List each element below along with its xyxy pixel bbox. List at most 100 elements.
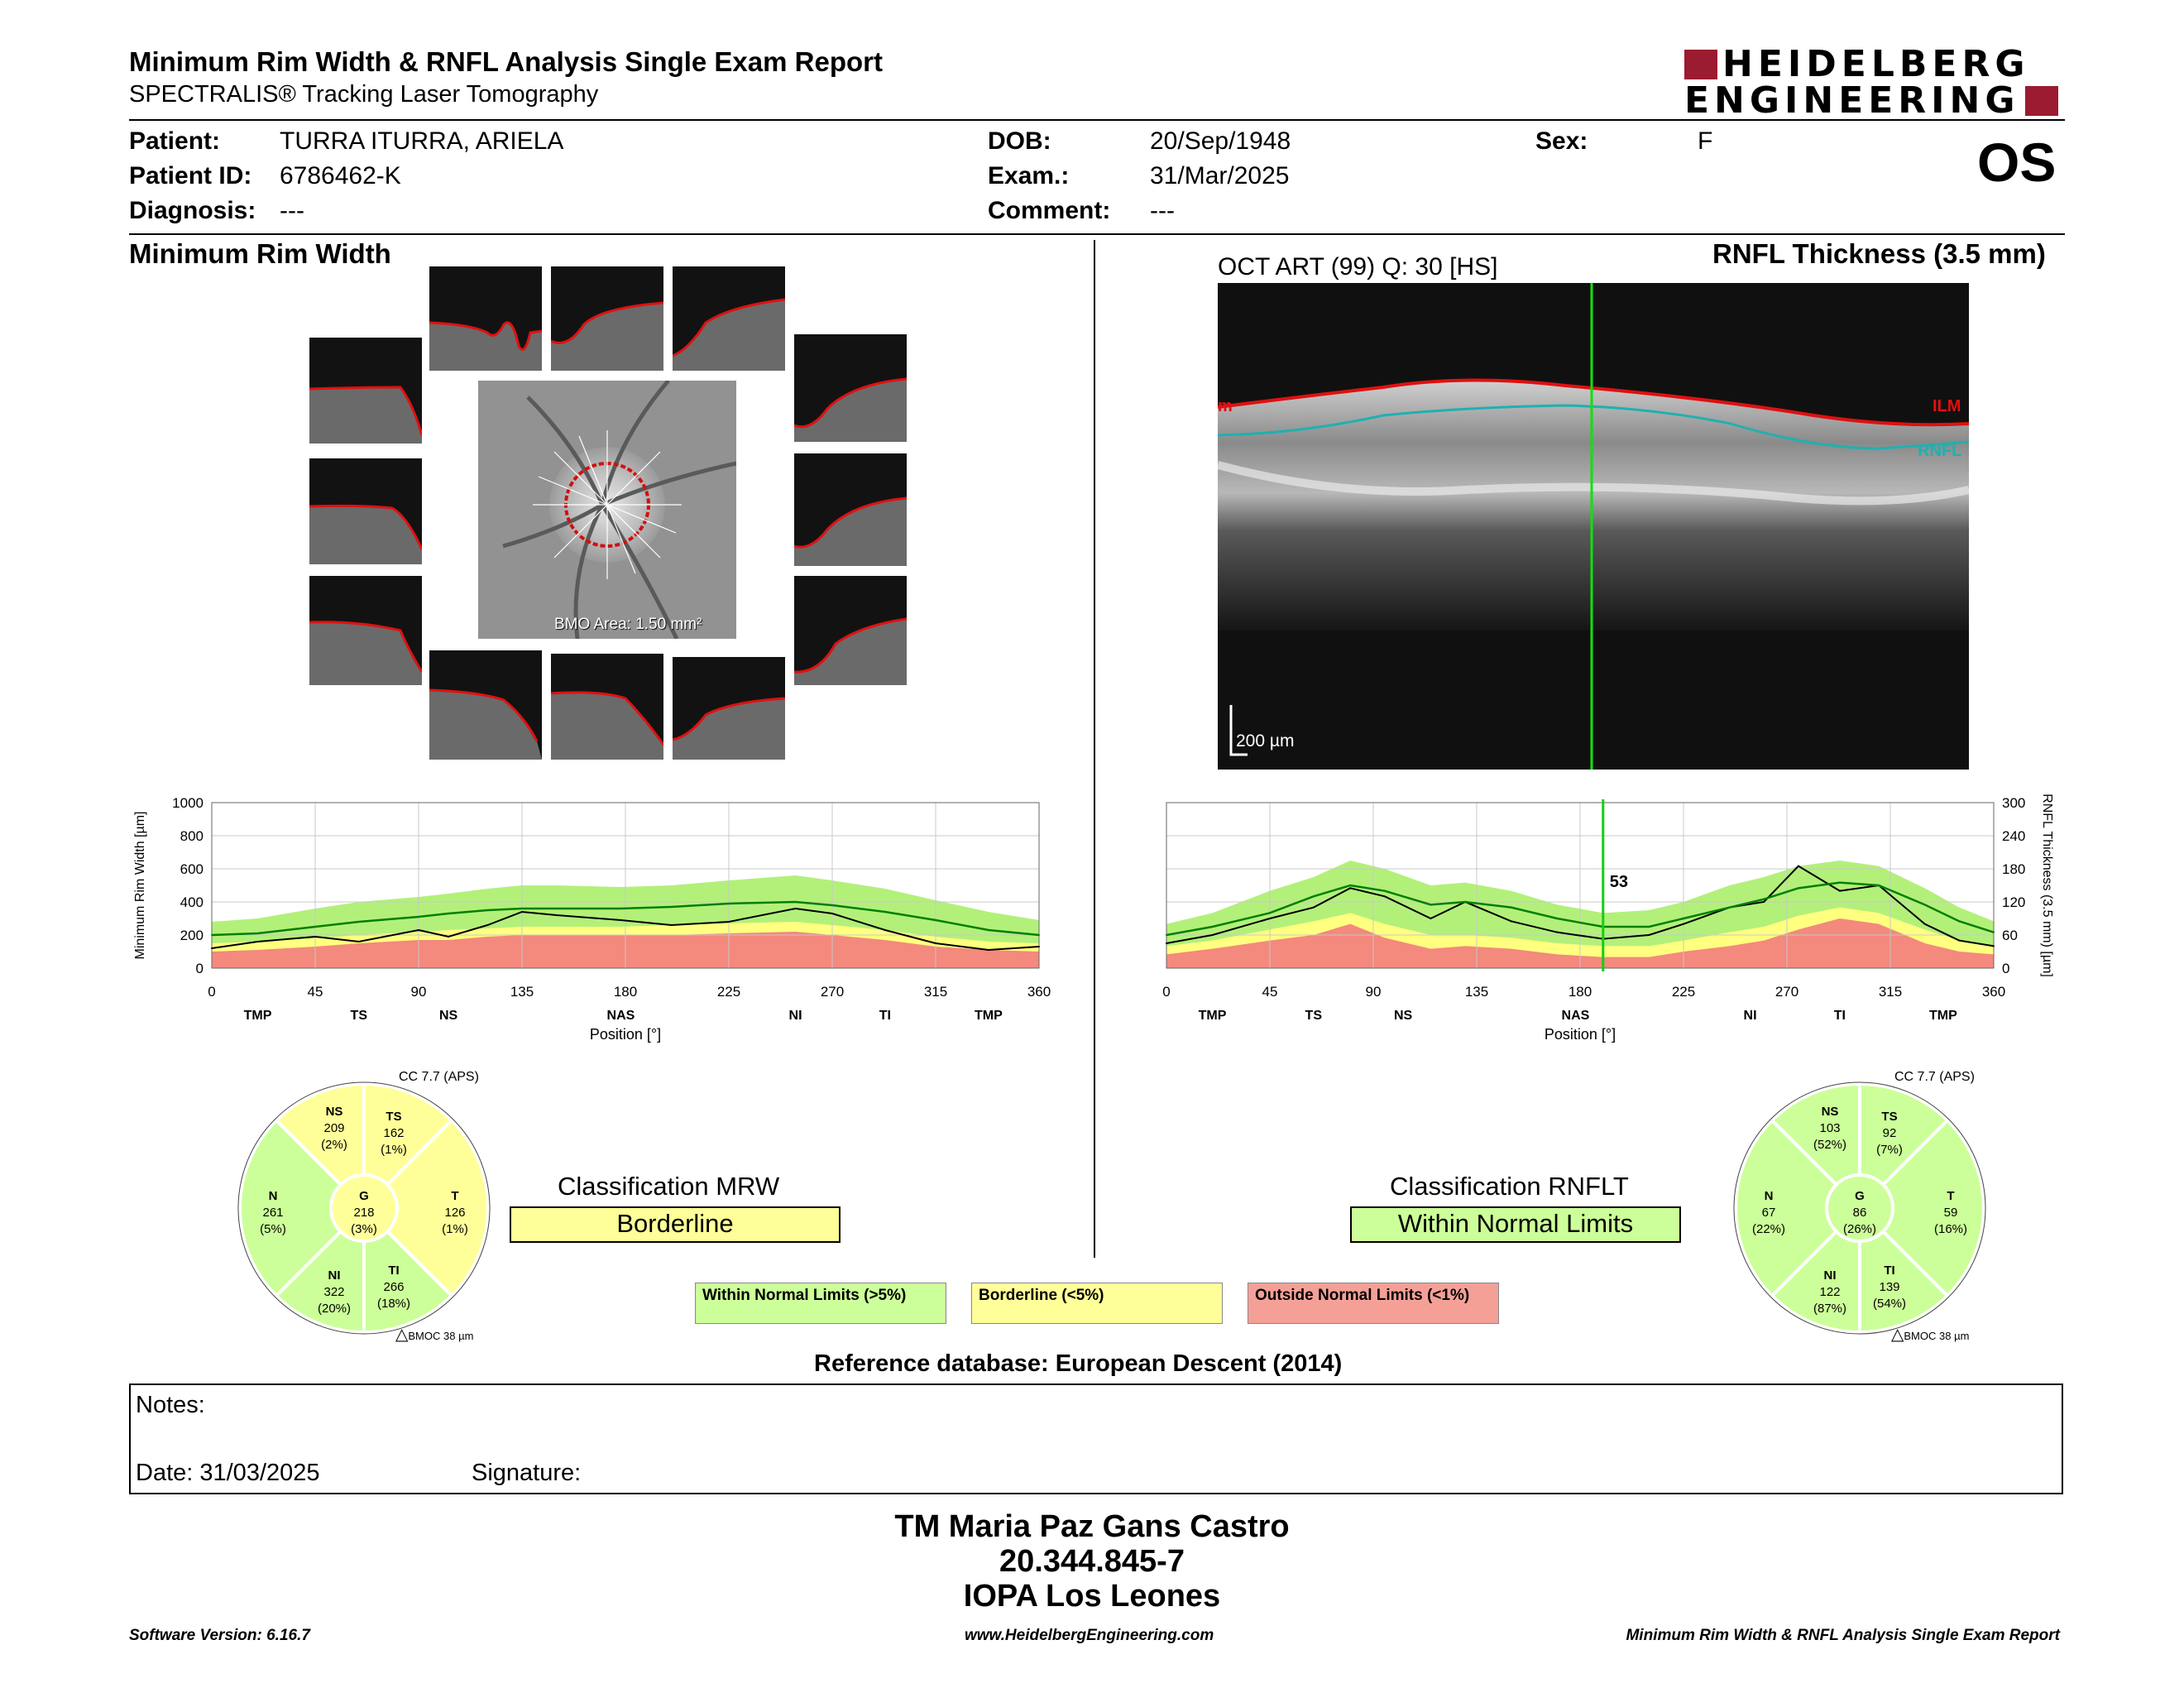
sector-pct-ts: (7%) xyxy=(1876,1143,1903,1157)
sector-value-ts: 92 xyxy=(1883,1126,1897,1140)
chart-x-tick: 270 xyxy=(1775,984,1798,1000)
chart-point xyxy=(1430,918,1432,919)
rnfl-chart: 53 0 45 90 135 180 225 270 315 360 TMP TS NS NAS NI TI T… xyxy=(1162,794,2054,1043)
sector-label-n: N xyxy=(269,1189,278,1203)
sector-value-ns: 103 xyxy=(1819,1121,1840,1135)
bscan-thumb[interactable] xyxy=(673,266,785,371)
fundus-image[interactable]: BMO Area: 1.50 mm² xyxy=(478,381,736,639)
exam-value: 31/Mar/2025 xyxy=(1150,162,1290,189)
bscan-thumb[interactable] xyxy=(551,654,663,760)
chart-x-tick: 180 xyxy=(614,984,637,1000)
chart-point xyxy=(1510,920,1512,923)
chart-point xyxy=(1349,887,1352,890)
chart-point xyxy=(1838,890,1841,892)
chart-y-tick: 240 xyxy=(2002,828,2025,844)
chart-point xyxy=(794,901,797,903)
chart-point xyxy=(1038,934,1040,936)
bscan-thumb[interactable] xyxy=(309,576,422,685)
bscan-thumb[interactable] xyxy=(309,458,422,564)
chart-point xyxy=(211,934,213,936)
chart-point xyxy=(1312,895,1315,898)
chart-point xyxy=(357,941,360,942)
sector-g xyxy=(1825,1173,1894,1243)
chart-x-tick: 270 xyxy=(821,984,844,1000)
bscan-thumb[interactable] xyxy=(794,576,907,685)
chart-point xyxy=(1312,906,1315,909)
chart-point xyxy=(670,906,673,908)
chart-sector-label: TS xyxy=(351,1009,368,1023)
chart-y-tick: 600 xyxy=(180,861,204,877)
chart-point xyxy=(1993,931,1995,933)
mrw-classification-title: Classification MRW xyxy=(558,1172,780,1201)
chart-point xyxy=(935,919,936,921)
chart-point xyxy=(1349,885,1352,886)
rnfl-cc-label: CC 7.7 (APS) xyxy=(1894,1070,1975,1084)
notes-box[interactable]: Notes: Date: 31/03/2025 Signature: xyxy=(129,1383,2063,1494)
mrw-chart: 0 45 90 135 180 225 270 315 360 TMP TS NS NAS NI TI TMP… xyxy=(133,795,1051,1043)
oct-scan[interactable]: m ILM RNFL 200 µm xyxy=(1218,283,1969,770)
chart-sector-label: NI xyxy=(1744,1009,1757,1023)
bscan-thumb[interactable] xyxy=(673,657,785,760)
chart-y-tick: 0 xyxy=(196,961,204,976)
sector-value-ni: 322 xyxy=(323,1285,344,1299)
sector-pct-t: (1%) xyxy=(442,1222,468,1236)
chart-point xyxy=(1211,926,1214,928)
sector-label-t: T xyxy=(1947,1189,1954,1203)
chart-point xyxy=(1383,895,1386,898)
sector-label-g: G xyxy=(1855,1189,1865,1203)
bscan-thumb[interactable] xyxy=(794,453,907,566)
rnfl-classification-title: Classification RNFLT xyxy=(1390,1172,1629,1201)
chart-y-tick: 400 xyxy=(180,894,204,910)
bscan-thumb[interactable] xyxy=(429,266,542,371)
exam-label: Exam.: xyxy=(988,162,1070,189)
chart-point xyxy=(211,947,213,949)
bmo-area-label: BMO Area: 1.50 mm² xyxy=(554,616,702,633)
chart-point xyxy=(1648,926,1650,928)
sector-value-ts: 162 xyxy=(383,1126,404,1140)
chart-x-label: Position [°] xyxy=(1545,1026,1616,1043)
rnfl-bmoc-label: △BMOC 38 µm xyxy=(1891,1324,1969,1345)
chart-x-tick: 135 xyxy=(1465,984,1488,1000)
footer-website[interactable]: www.HeidelbergEngineering.com xyxy=(965,1627,1214,1644)
rnfl-label: RNFL xyxy=(1918,442,1962,460)
bscan-thumb[interactable] xyxy=(794,334,907,442)
mrw-cc-label: CC 7.7 (APS) xyxy=(399,1070,479,1084)
sector-outline xyxy=(1733,1081,1986,1335)
oct-scan-svg xyxy=(1218,283,1969,770)
bscan-thumb[interactable] xyxy=(309,338,422,444)
sector-pct-n: (22%) xyxy=(1752,1222,1785,1236)
chart-series-measured xyxy=(211,907,1040,952)
chart-point xyxy=(314,936,316,938)
chart-point xyxy=(1683,923,1684,925)
chart-y-tick: 0 xyxy=(2002,961,2009,976)
chart-point xyxy=(521,908,523,909)
chart-y-tick: 800 xyxy=(180,828,204,844)
chart-point xyxy=(1838,881,1841,884)
sector-pct-g: (3%) xyxy=(351,1222,377,1236)
chart-point xyxy=(1269,912,1271,914)
chart-x-tick: 90 xyxy=(1366,984,1382,1000)
sector-pct-ti: (54%) xyxy=(1873,1297,1906,1311)
sector-pct-t: (16%) xyxy=(1934,1222,1967,1236)
bscan-thumb[interactable] xyxy=(551,266,663,371)
chart-x-tick: 315 xyxy=(1879,984,1902,1000)
diagnosis-value: --- xyxy=(280,197,304,224)
brand-square-icon-2 xyxy=(2024,86,2058,116)
chart-point xyxy=(448,913,450,914)
chart-point xyxy=(555,914,558,916)
chart-point xyxy=(1958,920,1961,923)
sector-label-ti: TI xyxy=(1884,1264,1894,1278)
sector-label-ni: NI xyxy=(328,1268,341,1283)
chart-y-label: Minimum Rim Width [µm] xyxy=(133,812,147,960)
legend-within-normal: Within Normal Limits (>5%) xyxy=(695,1283,946,1324)
chart-point xyxy=(418,916,419,918)
footer-software-version: Software Version: 6.16.7 xyxy=(129,1627,310,1644)
sector-g xyxy=(329,1173,399,1243)
chart-point xyxy=(620,919,622,921)
chart-x-tick: 45 xyxy=(308,984,323,1000)
chart-point xyxy=(1038,946,1040,947)
sector-value-t: 126 xyxy=(444,1206,465,1220)
rnfl-sector-circle: NS 103 (52%) TS 92 (7%) N 67 (22%) G 86 (26%) T 59 (16… xyxy=(1733,1081,1986,1335)
signer-name: TM Maria Paz Gans Castro xyxy=(894,1509,1290,1544)
bscan-thumb[interactable] xyxy=(429,650,542,760)
